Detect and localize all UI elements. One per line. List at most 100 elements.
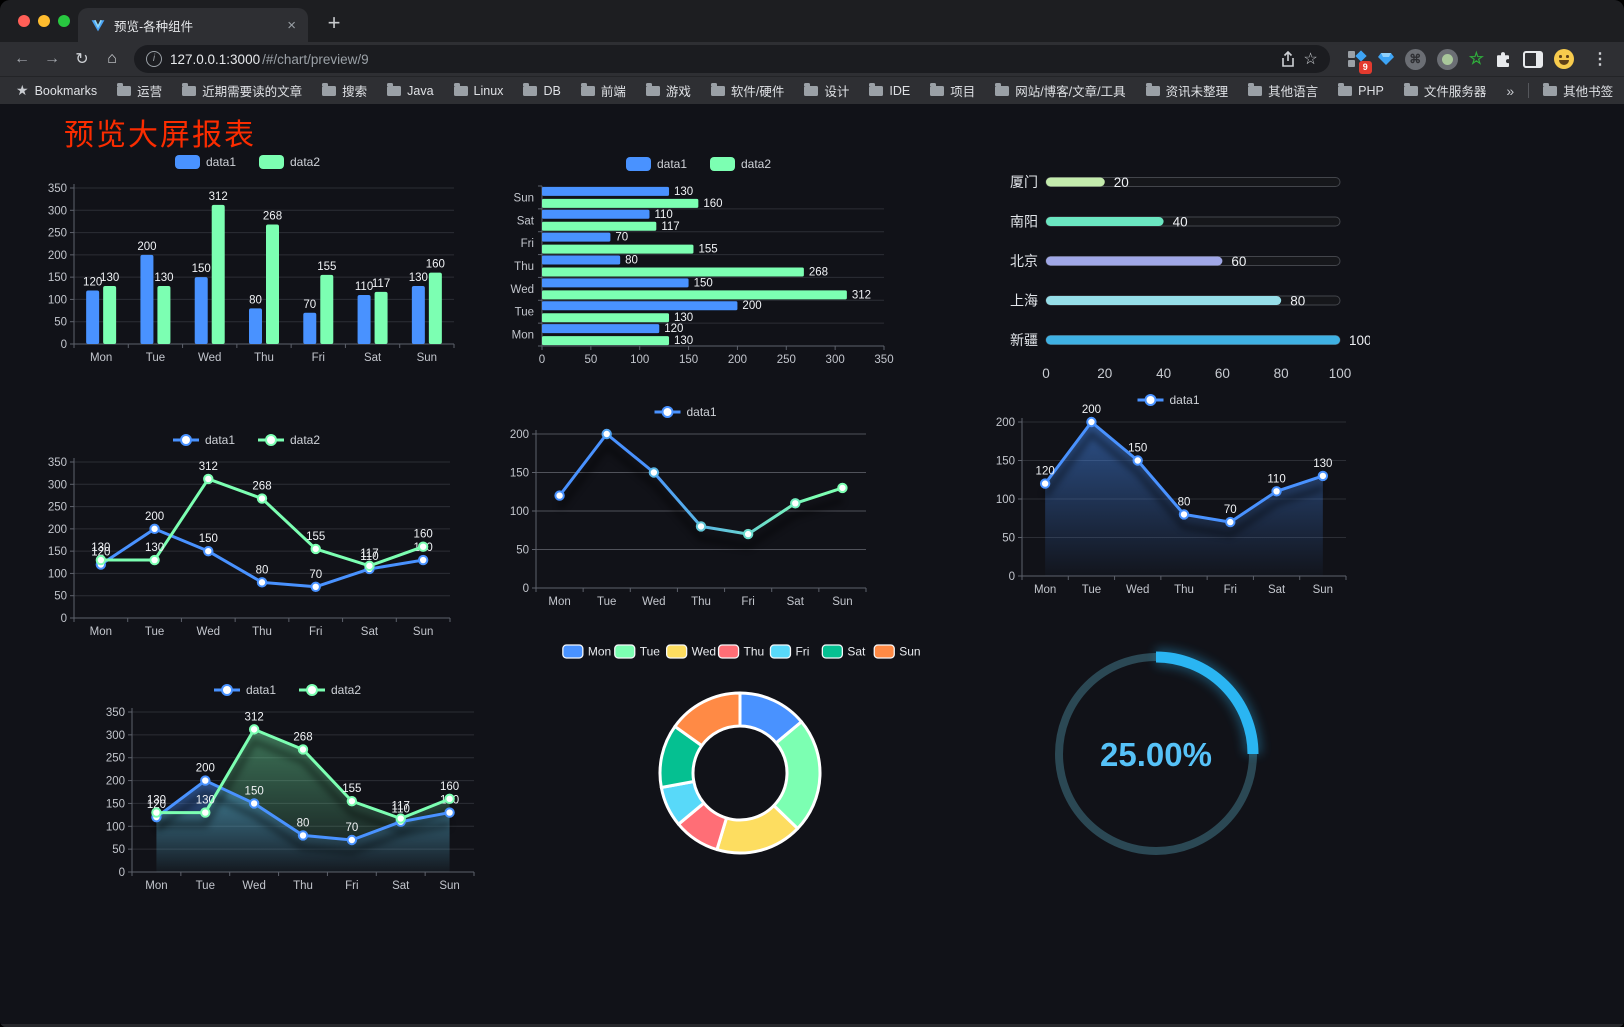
svg-text:160: 160 (703, 198, 722, 210)
svg-text:117: 117 (661, 221, 679, 233)
svg-text:data1: data1 (657, 157, 687, 171)
svg-text:0: 0 (1009, 571, 1015, 583)
tab-close-icon[interactable]: × (287, 16, 296, 34)
bookmark-folder[interactable]: 前端 (580, 81, 626, 100)
bookmark-folder[interactable]: DB (523, 82, 561, 98)
forward-button[interactable]: → (44, 50, 60, 67)
svg-text:Thu: Thu (514, 261, 534, 273)
svg-text:上海: 上海 (1010, 293, 1038, 309)
svg-text:350: 350 (874, 354, 893, 366)
svg-text:Tue: Tue (1082, 584, 1101, 596)
back-button[interactable]: ← (14, 50, 30, 67)
extensions-puzzle-icon[interactable] (1495, 51, 1512, 68)
bookmark-folder[interactable]: Java (387, 82, 434, 98)
grouped-bar-chart-canvas: 0 50 100 150 200 250 300 350 Mon Tue Wed Thu Fri Sat S… (48, 155, 455, 364)
svg-text:150: 150 (694, 277, 713, 289)
extension-green-star-icon[interactable]: ☆ (1468, 49, 1484, 68)
svg-text:250: 250 (48, 228, 67, 240)
svg-text:50: 50 (54, 591, 67, 603)
svg-text:300: 300 (48, 205, 67, 217)
bookmarks-manager[interactable]: ★ Bookmarks (16, 82, 97, 99)
bookmark-folder[interactable]: 文件服务器 (1403, 81, 1486, 100)
svg-text:150: 150 (192, 263, 211, 275)
address-bar[interactable]: i 127.0.0.1:3000 /#/chart/preview/9 ☆ (134, 45, 1330, 73)
home-button[interactable]: ⌂ (107, 50, 117, 67)
browser-tab[interactable]: 预览-各种组件 × (78, 8, 308, 42)
extension-recorder-icon[interactable] (1436, 48, 1458, 70)
svg-text:Mon: Mon (1034, 584, 1056, 596)
menu-icon[interactable]: ⋮ (1592, 51, 1608, 68)
svg-text:130: 130 (674, 312, 693, 324)
svg-text:Wed: Wed (511, 284, 534, 296)
folder-icon (580, 82, 595, 96)
extensions-area: 9 ⌘ ☆ (1338, 48, 1582, 74)
bookmark-folder[interactable]: 资讯未整理 (1145, 81, 1228, 100)
folder-icon (182, 82, 197, 96)
svg-text:20: 20 (1114, 175, 1129, 190)
svg-text:Fri: Fri (345, 880, 358, 892)
bookmark-folder[interactable]: 项目 (930, 81, 975, 100)
svg-text:100: 100 (1349, 333, 1370, 348)
svg-text:北京: 北京 (1010, 253, 1038, 269)
svg-text:Thu: Thu (254, 352, 274, 364)
line-chart-two-areas: 0 50 100 150 200 250 300 350 Mon Tue Wed Thu Fri Sat S… (94, 676, 486, 898)
svg-text:300: 300 (106, 730, 125, 742)
svg-text:Fri: Fri (1224, 584, 1237, 596)
bookmark-folder[interactable]: Linux (453, 82, 503, 98)
bookmark-star-icon[interactable]: ☆ (1303, 51, 1318, 68)
svg-text:155: 155 (306, 531, 325, 543)
bookmark-folder[interactable]: 其他语言 (1248, 81, 1318, 100)
svg-text:100: 100 (106, 821, 125, 833)
folder-icon (523, 82, 538, 96)
bookmark-folder[interactable]: PHP (1338, 82, 1384, 98)
sidebar-icon[interactable] (1523, 50, 1543, 68)
svg-text:Thu: Thu (252, 626, 272, 638)
folder-icon (1403, 82, 1418, 96)
bookmarks-overflow-chevron[interactable]: » (1506, 82, 1515, 99)
svg-text:200: 200 (106, 776, 125, 788)
bookmark-folder[interactable]: 游戏 (645, 81, 691, 100)
reload-button[interactable]: ↻ (75, 51, 89, 68)
svg-text:110: 110 (360, 551, 378, 563)
bookmark-folder[interactable]: 近期需要读的文章 (182, 81, 302, 100)
svg-text:155: 155 (342, 783, 361, 795)
svg-text:130: 130 (674, 335, 693, 347)
svg-text:250: 250 (106, 753, 125, 765)
title-bar: 预览-各种组件 × + (0, 0, 1624, 42)
bookmarks-label: Bookmarks (34, 83, 98, 98)
zoom-button[interactable] (58, 15, 70, 27)
svg-text:data1: data1 (1170, 393, 1200, 407)
bookmark-folder[interactable]: 设计 (804, 81, 849, 100)
extension-command-icon[interactable]: ⌘ (1404, 48, 1426, 70)
bookmark-folder[interactable]: 运营 (117, 81, 162, 100)
folder-icon (387, 82, 402, 96)
svg-text:120: 120 (147, 799, 166, 811)
bookmark-folder-label: 软件/硬件 (730, 85, 785, 99)
extension-blocks-icon[interactable]: 9 (1346, 49, 1372, 74)
svg-text:80: 80 (1274, 366, 1289, 381)
line-chart-area-canvas: 0 50 100 150 200 Mon Tue Wed Thu Fri Sat Sun 120 200 1… (996, 393, 1347, 596)
profile-avatar-icon[interactable] (1554, 49, 1574, 69)
site-info-icon[interactable]: i (146, 51, 162, 67)
svg-text:data2: data2 (331, 683, 361, 697)
svg-text:110: 110 (392, 804, 410, 816)
horizontal-bar-chart: 0 50 100 150 200 250 300 350 Sun 130 160 Sat 110 117 F… (504, 150, 896, 372)
svg-text:70: 70 (615, 232, 628, 244)
bookmark-folder[interactable]: IDE (869, 82, 910, 98)
svg-text:80: 80 (297, 817, 310, 829)
share-icon[interactable] (1281, 50, 1295, 68)
bookmark-folder[interactable]: 搜索 (322, 81, 367, 100)
extension-gem-icon[interactable] (1377, 52, 1394, 66)
close-button[interactable] (18, 15, 30, 27)
svg-text:150: 150 (996, 456, 1015, 468)
bookmark-folder-label: PHP (1358, 83, 1384, 98)
rose-pie-chart-canvas: Mon Tue Wed Thu Fri Sat Sun (562, 644, 921, 855)
svg-text:厦门: 厦门 (1010, 174, 1038, 190)
other-bookmarks-folder[interactable]: 其他书签 (1543, 81, 1613, 100)
bookmark-folder[interactable]: 网站/博客/文章/工具 (995, 81, 1126, 100)
bookmark-folder[interactable]: 软件/硬件 (710, 81, 785, 100)
bookmark-folder-label: 项目 (950, 85, 976, 99)
new-tab-button[interactable]: + (327, 10, 341, 35)
minimize-button[interactable] (38, 15, 50, 27)
svg-text:150: 150 (48, 546, 67, 558)
